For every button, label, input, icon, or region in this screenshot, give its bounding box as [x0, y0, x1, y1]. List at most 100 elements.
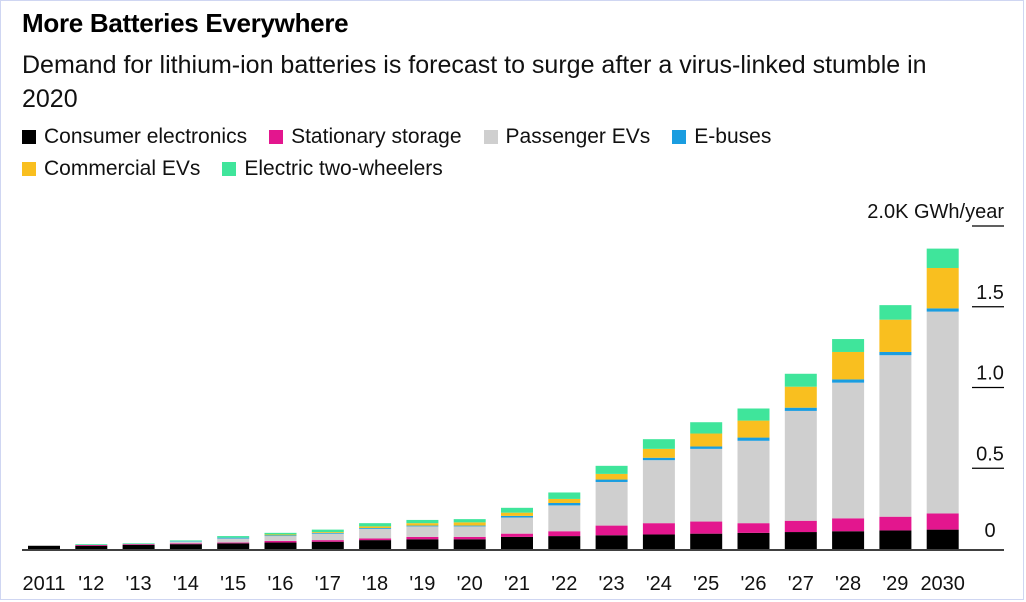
bar-segment	[690, 422, 723, 434]
bar-segment	[501, 512, 533, 516]
bar-segment	[311, 540, 344, 542]
bar-segment	[169, 543, 202, 545]
bar-segment	[501, 517, 533, 534]
bar-segment	[784, 386, 817, 408]
legend-swatch	[269, 130, 284, 144]
bar-segment	[879, 516, 912, 531]
x-tick-label: '26	[740, 573, 766, 595]
bar-segment	[832, 339, 865, 352]
y-tick-label: 1.0	[976, 363, 1004, 385]
bar-segment	[217, 537, 250, 539]
bar-segment	[879, 355, 912, 517]
bar-segment	[311, 532, 344, 534]
bar-segment	[406, 536, 439, 540]
x-tick-label: '28	[835, 573, 861, 595]
bar-segment	[406, 526, 439, 537]
bar-segment	[784, 373, 817, 387]
bar-segment	[548, 531, 581, 537]
bar-segment	[501, 533, 533, 537]
bar-segment	[642, 523, 675, 535]
bar-segment	[879, 530, 912, 549]
bar-segment	[548, 536, 581, 549]
legend-label: Consumer electronics	[44, 125, 248, 148]
chart-subtitle: Demand for lithium-ion batteries is fore…	[22, 51, 927, 113]
bar-segment	[926, 248, 959, 268]
bar-segment	[311, 533, 344, 541]
bar-segment	[453, 522, 486, 526]
legend-label: Commercial EVs	[44, 157, 201, 180]
legend-label: E-buses	[694, 125, 772, 148]
bar-segment	[28, 545, 60, 549]
bar-segment	[264, 540, 297, 543]
legend-swatch	[483, 130, 498, 144]
chart-title: More Batteries Everywhere	[22, 8, 349, 38]
legend-item: Electric two-wheelers	[222, 156, 443, 182]
bar-segment	[879, 351, 912, 356]
bar-segment	[217, 536, 250, 538]
x-tick-label: '21	[504, 573, 530, 595]
bar-segment	[75, 545, 108, 549]
x-tick-label: 2011	[22, 573, 65, 595]
bar-segment	[926, 267, 959, 309]
bar-segment	[406, 523, 439, 526]
bar-segment	[75, 544, 108, 546]
legend-item: Consumer electronics	[22, 124, 247, 150]
bar-segment	[784, 407, 817, 411]
bar-segment	[926, 311, 959, 514]
bar-segment	[359, 540, 392, 549]
bar-segment	[169, 541, 202, 544]
legend-label: Stationary storage	[291, 125, 462, 148]
x-tick-label: '13	[126, 573, 152, 595]
bar-segment	[784, 520, 817, 533]
bar-segment	[690, 446, 723, 449]
bar-segment	[264, 536, 297, 541]
bar-segment	[122, 543, 155, 545]
bar-segment	[453, 519, 486, 523]
bar-segment	[406, 519, 439, 524]
bar-segment	[926, 529, 959, 549]
x-tick-label: '23	[599, 573, 625, 595]
bar-segment	[453, 539, 486, 549]
bar-segment	[406, 539, 439, 549]
bar-segment	[832, 531, 865, 549]
bar-segment	[359, 523, 392, 527]
bar-segment	[784, 532, 817, 549]
bar-segment	[264, 532, 297, 535]
bar-segment	[169, 544, 202, 549]
legend-label: Passenger EVs	[505, 125, 651, 148]
legend-item: Commercial EVs	[22, 156, 200, 182]
bar-segment	[548, 502, 581, 506]
bar-segment	[832, 351, 865, 380]
bar-segment	[264, 542, 297, 549]
bar-segment	[642, 448, 675, 458]
y-tick-label: 1.5	[976, 282, 1004, 304]
x-tick-label: '16	[267, 573, 293, 595]
x-tick-label: '18	[362, 573, 388, 595]
bar-segment	[501, 515, 533, 518]
bar-segment	[122, 544, 155, 545]
x-tick-label: '17	[315, 573, 341, 595]
bar-segment	[217, 538, 250, 543]
bar-segment	[501, 507, 533, 513]
x-tick-label: '14	[173, 573, 199, 595]
bar-segment	[548, 498, 581, 503]
bar-segment	[595, 473, 628, 480]
bar-segment	[406, 525, 439, 527]
bar-segment	[311, 529, 344, 533]
bar-segment	[453, 525, 486, 527]
bar-segment	[737, 437, 770, 441]
y-tick-label: 0.5	[976, 443, 1004, 465]
bar-segment	[595, 535, 628, 549]
x-tick-label: '12	[78, 573, 104, 595]
bar-segment	[690, 521, 723, 534]
legend-label: Electric two-wheelers	[244, 157, 443, 180]
bar-segment	[690, 433, 723, 447]
bar-segment	[690, 533, 723, 549]
bar-segment	[690, 448, 723, 522]
legend-item: E-buses	[672, 124, 771, 150]
bar-segment	[311, 532, 344, 533]
legend-swatch	[222, 162, 237, 176]
x-tick-label: '24	[646, 573, 672, 595]
bar-segment	[359, 528, 392, 529]
